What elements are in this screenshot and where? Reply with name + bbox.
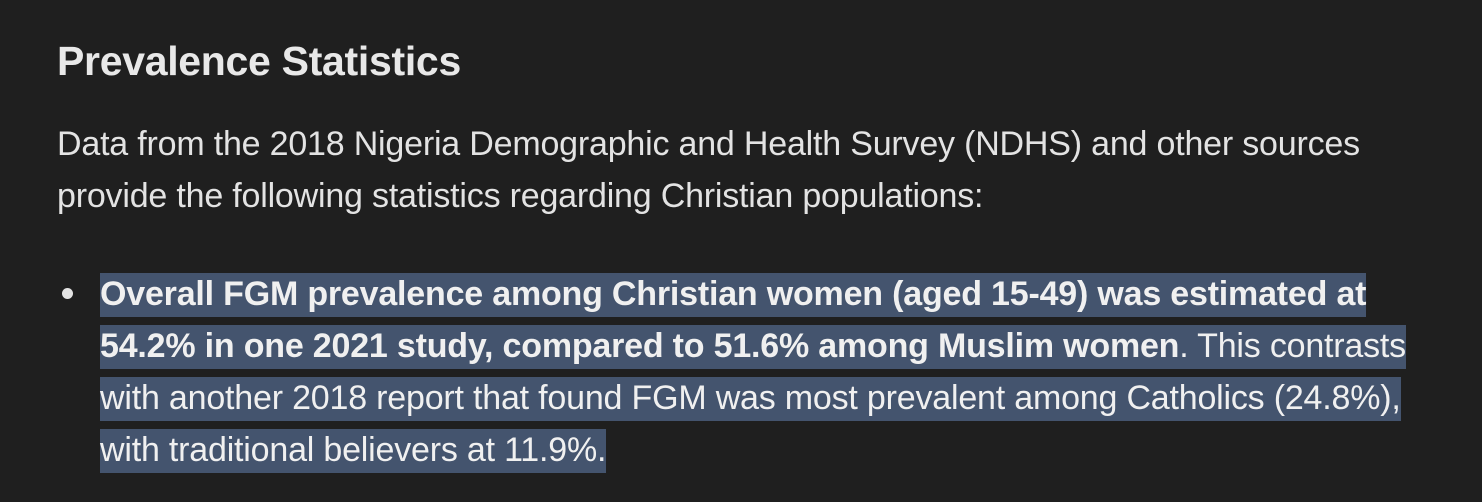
section-heading: Prevalence Statistics xyxy=(57,38,461,84)
list-item: Overall FGM prevalence among Christian w… xyxy=(57,268,1457,476)
highlighted-bold-text[interactable]: Overall FGM prevalence among Christian w… xyxy=(100,273,1366,369)
statistics-list: Overall FGM prevalence among Christian w… xyxy=(57,268,1457,476)
list-item-text[interactable]: Overall FGM prevalence among Christian w… xyxy=(100,268,1440,476)
intro-paragraph: Data from the 2018 Nigeria Demographic a… xyxy=(57,125,1360,215)
bullet-icon xyxy=(62,288,73,299)
